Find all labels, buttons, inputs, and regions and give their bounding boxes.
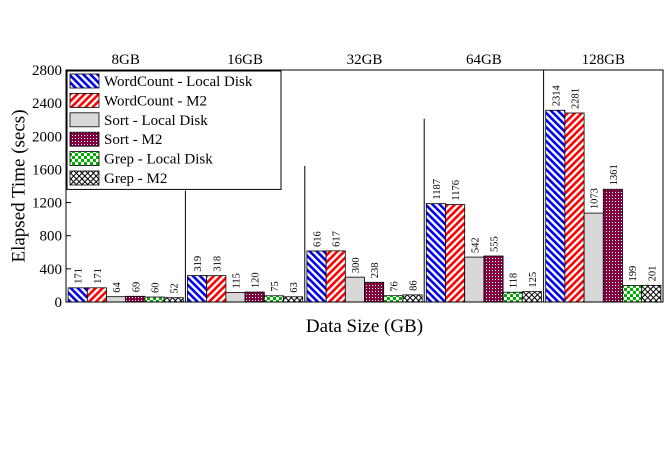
bar <box>502 291 523 303</box>
group-label: 16GB <box>227 52 263 68</box>
y-tick-label: 400 <box>40 262 63 278</box>
data-label: 76 <box>389 281 400 292</box>
data-label: 1073 <box>590 188 601 209</box>
bar <box>225 292 246 303</box>
y-axis: 0 400 800 1200 1600 2000 2400 2800 <box>32 63 71 311</box>
y-tick-label: 2400 <box>32 96 62 112</box>
bar <box>67 287 88 303</box>
bar <box>364 281 385 303</box>
data-label: 616 <box>313 231 324 247</box>
data-label: 555 <box>490 236 501 252</box>
data-label: 617 <box>332 231 343 247</box>
data-label: 199 <box>628 266 639 282</box>
data-label: 201 <box>647 266 658 282</box>
data-label: 86 <box>409 280 420 291</box>
y-tick-label: 0 <box>55 295 63 311</box>
bar <box>602 188 623 303</box>
legend-label: Grep - Local Disk <box>104 152 213 168</box>
data-label: 120 <box>251 272 262 288</box>
legend-label: Sort - M2 <box>104 132 162 148</box>
legend-swatch <box>69 131 100 147</box>
bar <box>545 109 566 303</box>
legend-swatch <box>69 170 100 186</box>
y-tick-label: 800 <box>40 229 63 245</box>
legend-swatch <box>69 93 100 108</box>
data-label: 118 <box>509 273 520 288</box>
bar <box>163 297 184 303</box>
data-label: 2314 <box>551 85 562 107</box>
bar <box>641 284 662 303</box>
bar <box>325 250 346 303</box>
bar <box>483 255 504 303</box>
data-label: 319 <box>193 256 204 272</box>
y-tick-label: 2800 <box>32 63 62 79</box>
group-labels: 8GB 16GB 32GB 64GB 128GB <box>112 52 625 68</box>
data-label: 318 <box>212 256 223 272</box>
legend: WordCount - Local Disk WordCount - M2 Sort… <box>66 70 282 190</box>
legend-label: Sort - Local Disk <box>104 113 208 129</box>
bar <box>144 296 165 303</box>
bar <box>564 112 585 303</box>
bar <box>583 212 604 303</box>
bar <box>263 295 284 303</box>
bar <box>206 275 227 303</box>
data-label: 115 <box>232 273 243 288</box>
bar <box>425 203 446 303</box>
data-label: 1176 <box>451 180 462 201</box>
group-label: 64GB <box>466 52 502 68</box>
group-label: 128GB <box>582 52 625 68</box>
bar <box>244 291 265 303</box>
group-dividers <box>184 70 545 302</box>
bar <box>521 291 542 303</box>
bar <box>622 285 643 303</box>
y-tick-label: 2000 <box>32 129 62 145</box>
data-label: 125 <box>528 272 539 288</box>
data-label: 1361 <box>609 164 620 185</box>
legend-label: Grep - M2 <box>104 171 167 187</box>
bar <box>86 287 107 303</box>
data-label: 75 <box>270 281 281 292</box>
bar <box>283 296 304 303</box>
bar <box>125 295 146 303</box>
bar <box>106 296 127 303</box>
data-label: 69 <box>131 282 142 293</box>
data-label: 1187 <box>432 179 443 200</box>
data-label: 542 <box>470 237 481 253</box>
data-label: 52 <box>170 283 181 294</box>
group-label: 32GB <box>347 52 383 68</box>
plot-frame <box>65 69 664 303</box>
group-label: 8GB <box>112 52 140 68</box>
bar <box>344 276 365 303</box>
bar <box>383 295 404 303</box>
data-label: 63 <box>289 282 300 293</box>
y-axis-title: Elapsed Time (secs) <box>8 109 29 262</box>
x-axis-title: Data Size (GB) <box>306 316 423 337</box>
legend-swatch <box>69 151 100 167</box>
legend-label: WordCount - Local Disk <box>104 74 253 90</box>
y-tick-label: 1200 <box>32 196 62 212</box>
bar <box>464 256 485 303</box>
data-label: 171 <box>74 268 85 284</box>
data-label: 60 <box>151 283 162 294</box>
legend-box <box>66 70 282 190</box>
data-label: 300 <box>351 257 362 273</box>
bar <box>187 275 208 303</box>
bars <box>67 109 662 303</box>
bar <box>306 250 327 303</box>
data-label: 64 <box>112 281 123 292</box>
bar <box>402 294 423 303</box>
data-label: 2281 <box>571 88 582 109</box>
data-label: 238 <box>370 263 381 279</box>
legend-swatch <box>69 73 100 89</box>
legend-label: WordCount - M2 <box>104 93 207 109</box>
data-labels: 171 171 64 69 60 52 319 318 115 120 75 63 616 617 300 2… <box>74 85 659 294</box>
legend-swatch <box>69 112 100 128</box>
data-label: 171 <box>93 268 104 284</box>
bar <box>445 204 466 303</box>
y-tick-label: 1600 <box>32 162 62 178</box>
